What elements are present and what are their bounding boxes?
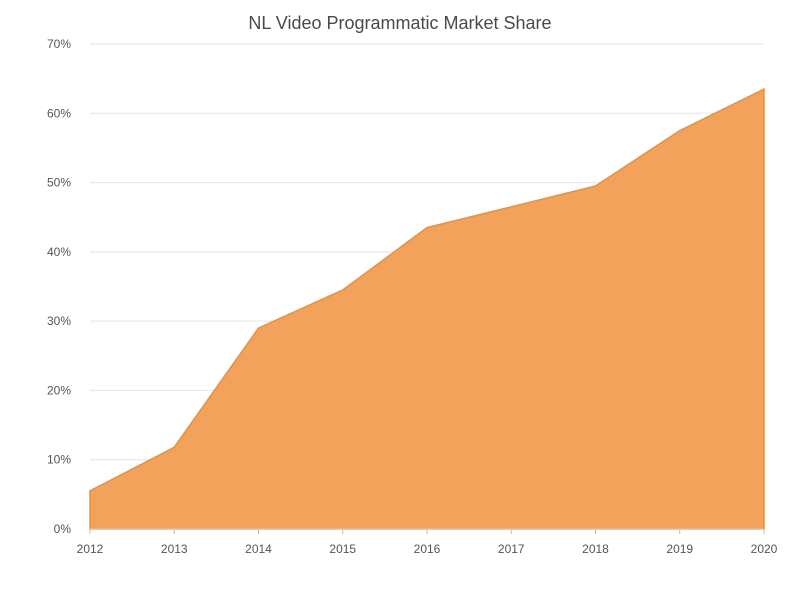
y-tick-label: 20% [47,383,71,397]
y-tick-label: 70% [47,37,71,51]
x-tick-label: 2017 [498,542,525,556]
x-tick-label: 2014 [245,542,272,556]
y-tick-label: 0% [54,522,72,536]
x-tick-label: 2020 [751,542,778,556]
x-tick-label: 2015 [329,542,356,556]
axis-layer [89,528,765,534]
y-tick-label: 50% [47,176,71,190]
y-tick-label: 40% [47,245,71,259]
y-tick-label: 10% [47,453,71,467]
chart-title: NL Video Programmatic Market Share [248,13,551,33]
data-point [593,183,599,189]
x-tick-label: 2013 [161,542,188,556]
data-point [171,444,177,450]
x-tick-label: 2018 [582,542,609,556]
x-tick-label: 2016 [414,542,441,556]
data-point [340,287,346,293]
x-tick-label: 2012 [77,542,104,556]
data-point [424,225,430,231]
data-point [761,86,767,92]
area-series [89,87,765,530]
y-tick-label: 60% [47,106,71,120]
data-point [256,325,262,331]
area-layer [89,87,765,530]
y-tick-labels: 0% 10% 20% 30% 40% 50% 60% 70% [47,37,71,536]
data-point [677,128,683,134]
x-tick-labels: 2012 2013 2014 2015 2016 2017 2018 2019 2020 [77,542,778,556]
data-point [508,204,514,210]
data-point [87,488,93,494]
y-tick-label: 30% [47,314,71,328]
x-tick-label: 2019 [666,542,693,556]
